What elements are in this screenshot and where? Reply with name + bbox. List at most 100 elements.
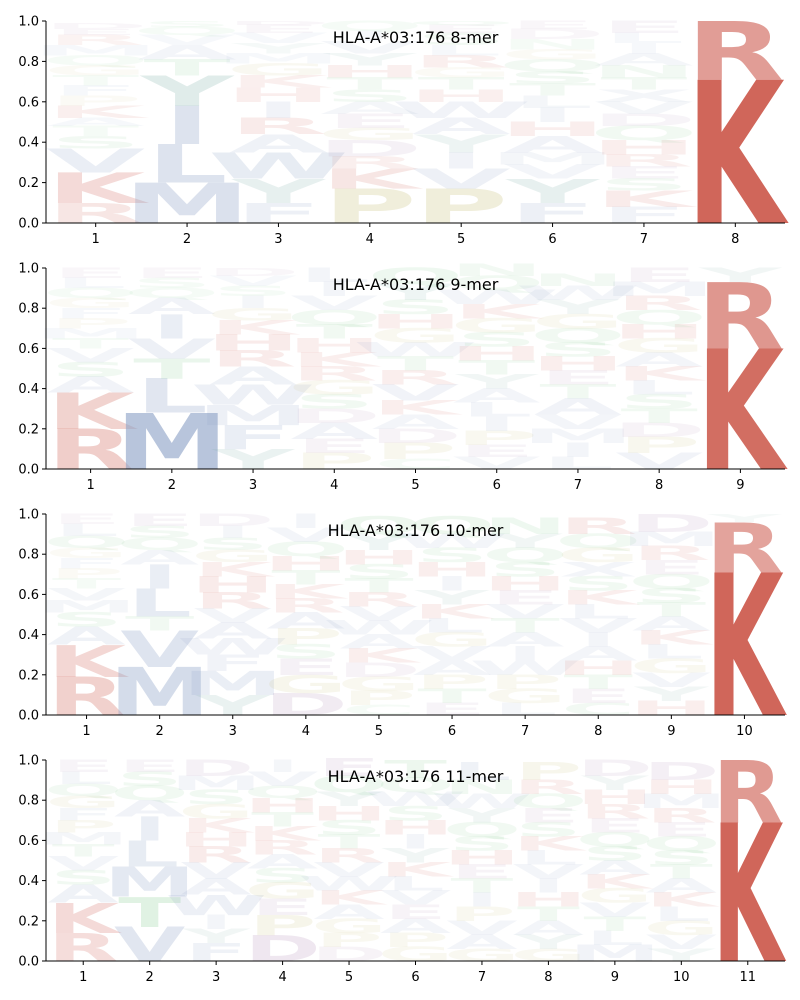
logo-letter-1-6-9: T [509, 80, 596, 99]
logo-letter-4-7-10: Q [443, 818, 521, 841]
logo-letter-3-3-4: W [177, 635, 289, 660]
logo-letter-3-10-2: R [705, 509, 783, 589]
logo-letter-3-7-13: Y [487, 531, 563, 553]
logo-letter-4-9-3: T [583, 913, 647, 936]
x-tick-label: 11 [739, 970, 756, 985]
logo-letter-2-4-13: I [313, 279, 355, 301]
logo-letter-4-5-10: S [316, 816, 382, 839]
logo-letter-1-8-2: R [686, 6, 784, 99]
logo-letter-4-5-6: W [298, 873, 400, 896]
logo-letter-3-6-8: K [413, 601, 495, 623]
logo-letter-3-2-2: V [120, 621, 199, 679]
logo-letter-4-4-10: H [244, 794, 321, 817]
logo-letter-2-6-6: A [453, 385, 541, 407]
logo-letter-1-2-7: V [138, 33, 237, 49]
logo-letter-2-7-1: L [542, 454, 614, 473]
logo-letter-4-10-6: A [646, 875, 718, 898]
logo-letter-3-6-4: A [413, 657, 492, 679]
logo-letter-2-7-4: V [534, 411, 622, 433]
logo-letter-1-7-12: N [591, 62, 698, 81]
logo-letter-1-1-8: P [49, 93, 143, 109]
logo-letter-2-1-4: S [50, 359, 131, 381]
logo-letter-3-8-14: R [559, 514, 637, 539]
logo-letter-1-3-13: E [235, 23, 322, 36]
logo-letter-2-6-8: T [458, 357, 535, 379]
logo-letter-1-3-5: R [229, 114, 327, 140]
logo-letter-4-4-7: R [247, 837, 318, 860]
logo-letter-1-6-5: A [503, 132, 602, 158]
logo-letter-4-6-8: Y [381, 845, 450, 868]
x-tick-label: 3 [274, 232, 282, 247]
logo-letter-4-5-12: Y [314, 788, 383, 811]
logo-letter-4-2-3: M [104, 858, 196, 906]
chart-title: HLA-A*03:176 11-mer [328, 767, 504, 786]
logo-letter-4-3-6: V [181, 858, 253, 884]
x-tick-label: 8 [655, 478, 663, 493]
logo-letter-4-8-12: Q [509, 790, 587, 813]
logo-letter-3-9-12: R [632, 543, 710, 565]
logo-letter-1-1-4: S [50, 133, 142, 152]
logo-letter-3-3-7: R [194, 588, 272, 613]
logo-letter-1-2-3: I [163, 96, 211, 157]
logo-letter-1-5-13: E [418, 23, 505, 36]
logo-letter-3-7-10: H [483, 573, 568, 595]
logo-letter-3-3-10: G [191, 547, 274, 566]
logo-letter-2-4-4: D [287, 405, 381, 427]
logo-letter-4-5-8: R [314, 845, 385, 868]
logo-letter-2-7-2: I [557, 439, 599, 461]
logo-letter-4-1-11: Q [44, 781, 122, 800]
logo-letter-2-8-8: A [615, 349, 703, 371]
logo-letter-3-4-12: V [267, 524, 346, 546]
logo-letter-1-4-9: T [326, 74, 413, 93]
logo-letter-4-8-4: T [517, 903, 581, 926]
logo-letter-2-9-2: R [697, 265, 784, 370]
y-tick-label: 0.4 [18, 628, 39, 643]
logo-letter-1-1-15: E [52, 28, 139, 38]
logo-letter-2-7-13: W [516, 283, 641, 305]
logo-letter-2-8-10: H [612, 321, 707, 343]
logo-letter-4-6-14: T [384, 755, 447, 784]
logo-letter-1-2-2: L [146, 134, 227, 195]
logo-letter-2-8-4: T [621, 405, 698, 427]
logo-letter-4-1-12: L [54, 769, 113, 788]
logo-letter-2-4-12: V [290, 293, 378, 315]
logo-letter-3-7-2: G [483, 685, 566, 707]
logo-letter-2-3-6: R [209, 346, 296, 372]
logo-letter-2-3-12: V [209, 273, 297, 289]
logo-letter-1-7-10: X [595, 86, 693, 105]
logo-letter-2-1-9: F [52, 306, 129, 322]
x-tick-label: 9 [736, 478, 744, 493]
x-tick-label: 4 [278, 970, 286, 985]
logo-letter-1-3-10: M [215, 51, 342, 67]
logo-letter-3-6-2: T [417, 685, 486, 707]
logo-letter-4-11-1: K [712, 785, 787, 1000]
logo-letter-4-10-5: K [646, 889, 721, 912]
logo-letter-3-4-10: H [263, 553, 348, 575]
logo-letter-3-2-4: L [127, 581, 192, 626]
x-tick-label: 9 [611, 970, 619, 985]
logo-letter-1-3-11: Y [231, 41, 327, 57]
logo-letter-1-7-5: R [595, 151, 693, 170]
logo-letter-1-6-11: Q [498, 56, 607, 75]
logo-letter-4-9-4: V [579, 899, 651, 922]
x-tick-label: 6 [493, 478, 501, 493]
logo-letter-4-8-6: I [531, 875, 565, 898]
logo-letter-1-5-9: G [409, 65, 514, 81]
logo-letter-2-6-13: W [434, 287, 559, 309]
logo-letter-3-4-11: Q [263, 539, 349, 561]
logo-letter-3-5-2: P [342, 687, 416, 709]
y-tick-label: 0.0 [18, 955, 39, 970]
logo-letter-4-10-4: L [652, 903, 711, 926]
logo-letter-4-8-10: S [515, 818, 581, 841]
logo-letter-1-4-3: R [321, 153, 419, 172]
logo-letter-2-5-12: S [375, 297, 456, 319]
logo-letter-1-4-6: E [326, 110, 413, 133]
logo-letter-4-6-10: H [377, 816, 454, 839]
y-tick-label: 0.6 [18, 95, 39, 110]
logo-letter-4-3-3: I [199, 911, 233, 934]
logo-letter-4-4-3: E [251, 894, 314, 920]
x-tick-label: 5 [345, 970, 353, 985]
logo-letter-4-5-13: Q [310, 772, 388, 798]
logo-letter-3-6-3: P [415, 671, 489, 693]
logo-letter-4-7-11: Y [447, 804, 516, 827]
